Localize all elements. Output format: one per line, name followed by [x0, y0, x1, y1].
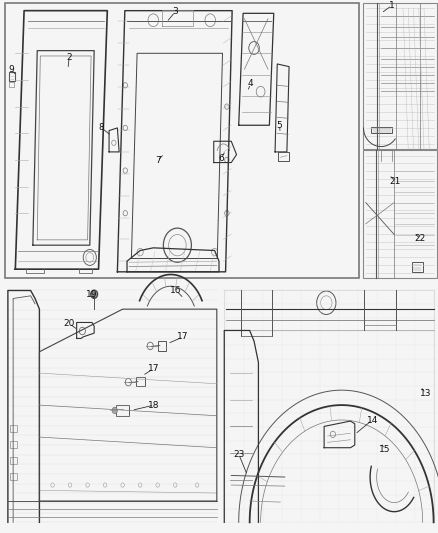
Text: 1: 1 [389, 1, 395, 10]
Bar [371, 127, 392, 133]
Bar [10, 425, 17, 432]
Bar [136, 377, 145, 386]
Text: 6: 6 [218, 155, 224, 163]
Text: 13: 13 [420, 389, 431, 398]
Bar [363, 150, 437, 278]
Bar [363, 3, 437, 149]
Text: 19: 19 [86, 290, 98, 298]
Text: 3: 3 [172, 7, 178, 16]
Bar [10, 473, 17, 480]
Text: 16: 16 [170, 286, 182, 295]
Bar [158, 341, 166, 351]
Bar [10, 457, 17, 464]
Text: 2: 2 [67, 53, 72, 61]
Text: 5: 5 [276, 121, 283, 130]
Text: 17: 17 [148, 365, 159, 373]
Text: 14: 14 [367, 416, 378, 424]
Text: 7: 7 [155, 157, 161, 165]
Circle shape [91, 290, 98, 298]
Bar [10, 441, 17, 448]
Text: 20: 20 [64, 319, 75, 328]
Text: 23: 23 [233, 450, 244, 458]
Text: 17: 17 [177, 333, 189, 341]
Text: 4: 4 [248, 79, 253, 88]
Text: 8: 8 [99, 124, 105, 132]
Text: 9: 9 [8, 65, 14, 74]
Bar [5, 3, 359, 278]
Text: 15: 15 [379, 445, 390, 454]
Bar [9, 82, 14, 87]
Bar [116, 405, 129, 416]
Bar [9, 72, 15, 81]
Text: 21: 21 [390, 177, 401, 185]
Text: 18: 18 [148, 401, 160, 409]
Bar [412, 262, 423, 272]
Circle shape [112, 407, 117, 414]
Text: 22: 22 [415, 235, 426, 243]
